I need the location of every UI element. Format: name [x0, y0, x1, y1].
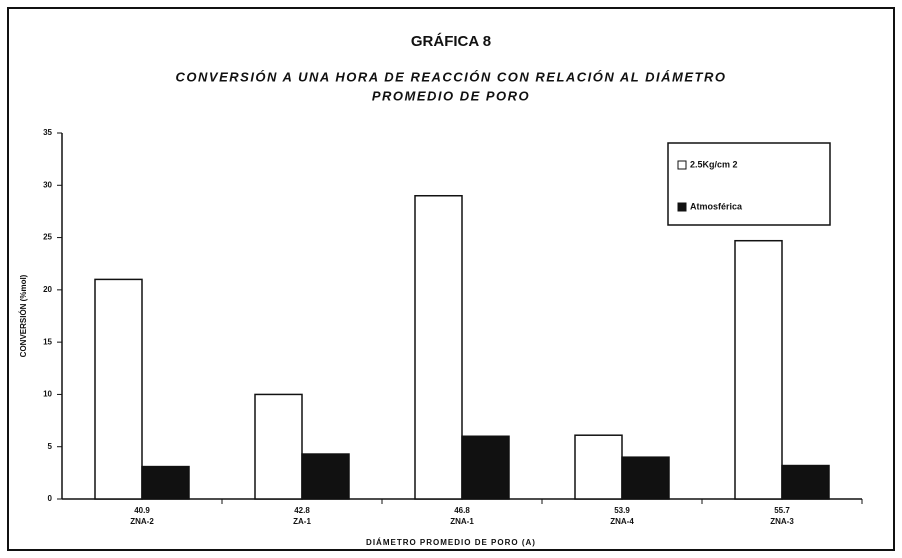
x-tick-label: 55.7: [774, 506, 790, 515]
x-tick-label: 53.9: [614, 506, 630, 515]
legend-label: Atmosférica: [690, 201, 743, 211]
legend-label: 2.5Kg/cm 2: [690, 159, 738, 169]
x-tick-label: 42.8: [294, 506, 310, 515]
legend-swatch: [677, 202, 687, 212]
x-tick-label: ZA-1: [293, 517, 311, 526]
bar: [141, 465, 190, 500]
bar: [301, 453, 350, 500]
y-tick-label: 20: [43, 285, 52, 294]
bar: [734, 239, 783, 500]
bar: [574, 434, 623, 500]
x-tick-label: ZNA-3: [770, 517, 794, 526]
legend-swatch: [677, 160, 687, 170]
y-tick-label: 5: [48, 442, 53, 451]
chart-title: GRÁFICA 8: [411, 33, 491, 50]
bar: [254, 393, 303, 500]
chart-subtitle: CONVERSIÓN A UNA HORA DE REACCIÓN CON RE…: [176, 69, 727, 84]
bar: [461, 435, 510, 500]
y-tick-label: 0: [48, 494, 53, 503]
y-axis-label: CONVERSIÓN (%mol): [19, 274, 28, 357]
y-tick-label: 10: [43, 390, 52, 399]
legend-box: [667, 142, 831, 226]
y-tick-label: 25: [43, 233, 52, 242]
y-tick-label: 30: [43, 180, 52, 189]
chart-subtitle: PROMEDIO DE PORO: [372, 88, 530, 103]
frame: [7, 7, 895, 551]
y-tick-label: 15: [43, 337, 52, 346]
bar: [621, 456, 670, 500]
x-tick-label: ZNA-1: [450, 517, 474, 526]
x-tick-label: 46.8: [454, 506, 470, 515]
bar: [781, 464, 830, 500]
x-tick-label: 40.9: [134, 506, 150, 515]
y-tick-label: 35: [43, 128, 52, 137]
x-axis-label: DIÁMETRO PROMEDIO DE PORO (A): [366, 538, 536, 547]
x-tick-label: ZNA-4: [610, 517, 634, 526]
bar: [94, 278, 143, 500]
x-tick-label: ZNA-2: [130, 517, 154, 526]
bar: [414, 194, 463, 500]
